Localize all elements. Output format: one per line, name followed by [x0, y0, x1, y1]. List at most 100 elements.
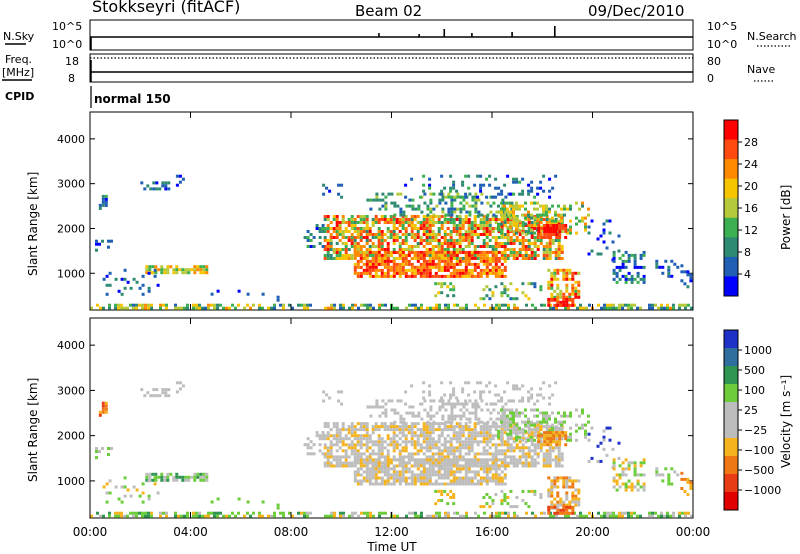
velocity-cell — [627, 461, 631, 465]
power-cell — [335, 257, 339, 260]
velocity-cell — [556, 508, 560, 512]
power-cell — [608, 219, 612, 223]
velocity-cell — [554, 437, 558, 441]
power-colorbar-tick-label: 4 — [744, 268, 751, 281]
velocity-cell — [342, 514, 345, 518]
power-cell — [456, 303, 459, 307]
power-cell — [335, 242, 339, 245]
velocity-cell — [297, 511, 300, 515]
power-cell — [428, 262, 432, 266]
power-cell — [147, 271, 151, 275]
power-cell — [633, 256, 637, 260]
power-cell — [464, 230, 468, 233]
power-colorbar-tick-label: 12 — [744, 224, 758, 237]
power-cell — [485, 271, 489, 275]
power-cell — [413, 224, 417, 227]
velocity-cell — [568, 505, 572, 509]
velocity-cell — [344, 428, 348, 432]
velocity-cell — [341, 449, 345, 453]
velocity-cell — [395, 470, 399, 474]
power-cell — [521, 254, 525, 257]
velocity-cell — [353, 455, 357, 459]
power-cell — [446, 265, 450, 269]
velocity-cell — [380, 467, 384, 471]
velocity-cell — [608, 438, 612, 442]
velocity-cell — [371, 443, 375, 447]
velocity-cell — [527, 489, 531, 493]
velocity-cell — [437, 461, 441, 465]
power-cell — [627, 253, 631, 257]
velocity-cell — [587, 432, 591, 436]
power-cell — [506, 248, 510, 251]
velocity-cell — [543, 434, 547, 438]
velocity-cell — [473, 431, 477, 435]
velocity-cell — [485, 479, 489, 483]
power-cell — [140, 181, 144, 185]
velocity-cell — [530, 461, 534, 465]
power-cell — [515, 228, 518, 232]
velocity-cell — [501, 405, 505, 409]
power-cell — [104, 197, 108, 201]
velocity-cell — [440, 499, 444, 502]
power-cell — [249, 306, 252, 310]
power-cell — [642, 280, 646, 284]
power-cell — [401, 265, 405, 269]
velocity-cell — [398, 476, 402, 480]
power-cell — [633, 253, 637, 257]
power-cell — [446, 259, 450, 263]
velocity-cell — [492, 408, 496, 412]
power-cell — [333, 303, 336, 307]
power-cell — [335, 233, 339, 236]
power-cell — [108, 306, 111, 310]
velocity-cell — [464, 461, 468, 465]
velocity-cell — [512, 384, 516, 388]
power-cell — [422, 239, 426, 242]
power-cell — [543, 227, 547, 230]
velocity-cell — [405, 411, 409, 415]
velocity-cell — [288, 511, 291, 515]
velocity-cell — [392, 476, 396, 480]
power-cell — [506, 207, 509, 211]
power-cell — [494, 253, 498, 257]
velocity-cell — [359, 434, 363, 438]
power-cell — [536, 254, 540, 257]
power-cell — [539, 288, 543, 292]
power-cell — [365, 271, 369, 275]
power-cell — [422, 253, 426, 257]
velocity-cell — [542, 455, 546, 459]
velocity-cell — [465, 408, 469, 412]
power-cell — [477, 213, 481, 217]
velocity-cell — [458, 476, 462, 480]
velocity-cell — [383, 482, 387, 486]
velocity-cell — [443, 464, 447, 468]
velocity-cell — [438, 408, 442, 412]
power-cell — [547, 303, 551, 307]
velocity-cell — [157, 475, 161, 479]
velocity-cell — [151, 472, 155, 476]
velocity-cell — [560, 452, 564, 456]
power-cell — [458, 271, 462, 275]
velocity-cell — [549, 434, 553, 438]
velocity-cell — [222, 514, 225, 518]
power-cell — [425, 227, 429, 230]
power-cell — [335, 254, 339, 257]
power-cell — [347, 248, 351, 251]
velocity-cell — [515, 408, 518, 412]
velocity-cell — [401, 449, 405, 453]
power-cell — [434, 215, 438, 218]
power-cell — [545, 218, 549, 221]
power-cell — [323, 239, 327, 242]
velocity-cell — [660, 514, 663, 518]
velocity-cell — [566, 414, 569, 418]
power-cell — [440, 265, 444, 269]
power-cell — [563, 213, 566, 217]
power-cell — [485, 236, 489, 239]
power-cell — [389, 236, 393, 239]
power-cell — [461, 250, 465, 254]
power-cell — [453, 195, 457, 199]
velocity-cell — [95, 447, 98, 450]
power-cell — [167, 187, 171, 191]
power-cell — [381, 204, 385, 208]
velocity-cell — [545, 428, 549, 432]
power-colorbar-tick-label: 20 — [744, 180, 758, 193]
